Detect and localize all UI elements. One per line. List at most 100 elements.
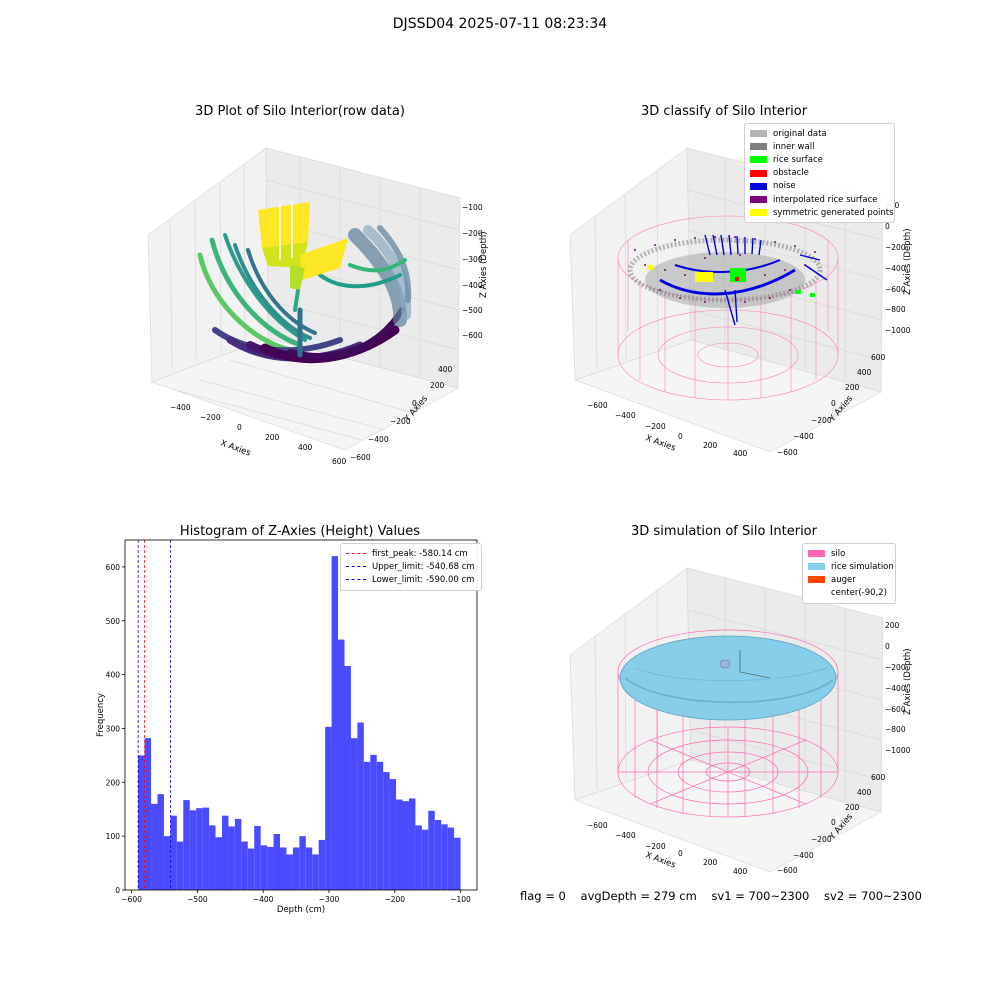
hist-bar	[196, 808, 203, 890]
hist-bar	[402, 801, 409, 890]
hist-bar	[170, 815, 177, 890]
classify-ztick: −400	[885, 264, 906, 273]
legend-item: noise	[750, 180, 889, 193]
sim-ytick: −600	[777, 866, 798, 875]
legend-swatch	[808, 563, 825, 571]
raw-plot-title: 3D Plot of Silo Interior(row data)	[195, 104, 405, 119]
legend-label: noise	[773, 181, 796, 192]
classify-xtick: −600	[587, 401, 608, 410]
sim-ytick: −400	[793, 851, 814, 860]
classify-xtick: −400	[615, 411, 636, 420]
legend-item: Lower_limit: -590.00 cm	[346, 573, 476, 586]
hist-bar	[434, 820, 442, 890]
hist-bar	[454, 837, 461, 890]
hist-ytick-label: 400	[106, 671, 121, 680]
simulation-3d-plot: −600 −400 −200 0 200 400 X Axies −600 −4…	[569, 567, 913, 876]
raw-ytick: −400	[368, 435, 389, 444]
raw-surface-points	[197, 225, 412, 364]
hist-bar	[305, 847, 313, 890]
hist-bar	[138, 755, 145, 890]
raw-xtick: 600	[332, 457, 347, 466]
legend-label: obstacle	[773, 168, 809, 179]
legend-swatch	[750, 209, 767, 217]
sim-ytick: 200	[845, 803, 860, 812]
hist-bar	[350, 738, 358, 890]
legend-label: rice simulation	[831, 561, 894, 572]
histogram-chart: −600 −500 −400 −300 −200 −100 0 100 200 300 400 50…	[96, 539, 478, 915]
hist-bar	[221, 815, 229, 890]
simulation-rice-surface	[619, 635, 837, 721]
sim-ztick: 200	[885, 621, 900, 630]
hist-bar	[331, 556, 339, 890]
legend-label: silo	[831, 548, 846, 559]
classify-ztick: −800	[885, 305, 906, 314]
legend-line	[346, 579, 366, 581]
legend-label: original data	[773, 128, 827, 139]
sim-ztick: 0	[885, 642, 890, 651]
raw-ztick: −400	[462, 281, 483, 290]
hist-title: Histogram of Z-Axies (Height) Values	[179, 524, 421, 539]
hist-bar	[280, 847, 287, 890]
histogram-vlines	[137, 540, 172, 890]
hist-bar	[183, 800, 190, 890]
hist-bar	[421, 829, 429, 890]
classify-noise	[659, 234, 828, 326]
avg-depth-text: avgDepth = 279 cm	[580, 889, 697, 903]
sim-xtick: −600	[587, 821, 608, 830]
hist-bar	[247, 848, 255, 890]
hist-bar	[273, 834, 281, 890]
classify-ztick: 0	[885, 222, 890, 231]
raw-zlabel: Z Axies (Depth)	[479, 231, 489, 298]
hist-bar	[389, 779, 397, 890]
classify-ytick: 200	[845, 383, 860, 392]
classify-interpolated-surface	[634, 236, 816, 303]
raw-ztick: −500	[462, 306, 483, 315]
hist-bar	[209, 825, 216, 890]
hist-bar	[376, 761, 384, 890]
legend-label: Upper_limit: -540.68 cm	[372, 561, 475, 572]
legend-swatch	[808, 550, 825, 558]
simulation-legend: silo rice simulation auger center(-90,2)	[802, 543, 896, 604]
hist-bar	[383, 772, 390, 890]
hist-bar	[299, 836, 306, 890]
raw-ytick: 0	[412, 399, 417, 408]
hist-bar	[370, 754, 377, 890]
raw-xtick: 400	[298, 443, 313, 452]
flag-text: flag = 0	[520, 889, 566, 903]
hist-bar	[325, 726, 332, 890]
simulation-plot-title: 3D simulation of Silo Interior	[631, 524, 817, 539]
legend-item: center(-90,2)	[808, 587, 890, 600]
hist-bar	[176, 841, 184, 890]
classify-ztick: −1000	[885, 326, 911, 335]
hist-ytick-label: 300	[106, 724, 121, 733]
classify-xtick: 400	[733, 449, 748, 458]
sim-ytick: −200	[811, 835, 832, 844]
hist-ytick-label: 500	[106, 617, 121, 626]
classify-plot-title: 3D classify of Silo Interior	[640, 104, 808, 119]
sim-xtick: 0	[678, 849, 683, 858]
hist-bar	[254, 825, 261, 890]
hist-ytick-label: 0	[115, 886, 120, 895]
classify-ytick: −600	[777, 448, 798, 457]
sim-ytick: 400	[857, 788, 872, 797]
hist-bar	[163, 836, 171, 890]
sv1-text: sv1 = 700~2300	[711, 889, 810, 903]
classify-ztick: −600	[885, 285, 906, 294]
hist-bar	[408, 798, 416, 890]
sim-zlabel: Z Axies (Depth)	[903, 648, 913, 715]
legend-label: Lower_limit: -590.00 cm	[372, 574, 475, 585]
hist-bar	[267, 846, 274, 890]
classify-ytick: −200	[811, 416, 832, 425]
hist-bar	[286, 854, 293, 890]
hist-xtick-label: −400	[253, 895, 274, 904]
hist-bar	[157, 794, 164, 890]
sim-ztick: −400	[885, 684, 906, 693]
status-footer: flag = 0 avgDepth = 279 cm sv1 = 700~230…	[520, 889, 933, 903]
legend-label: interpolated rice surface	[773, 194, 878, 205]
hist-yticks: 0 100 200 300 400 500 600	[106, 563, 125, 895]
hist-ytick-label: 600	[106, 563, 121, 572]
hist-bar	[234, 818, 242, 890]
classify-xtick: 0	[678, 432, 683, 441]
classify-ytick: 600	[871, 353, 886, 362]
hist-bar	[428, 810, 435, 890]
